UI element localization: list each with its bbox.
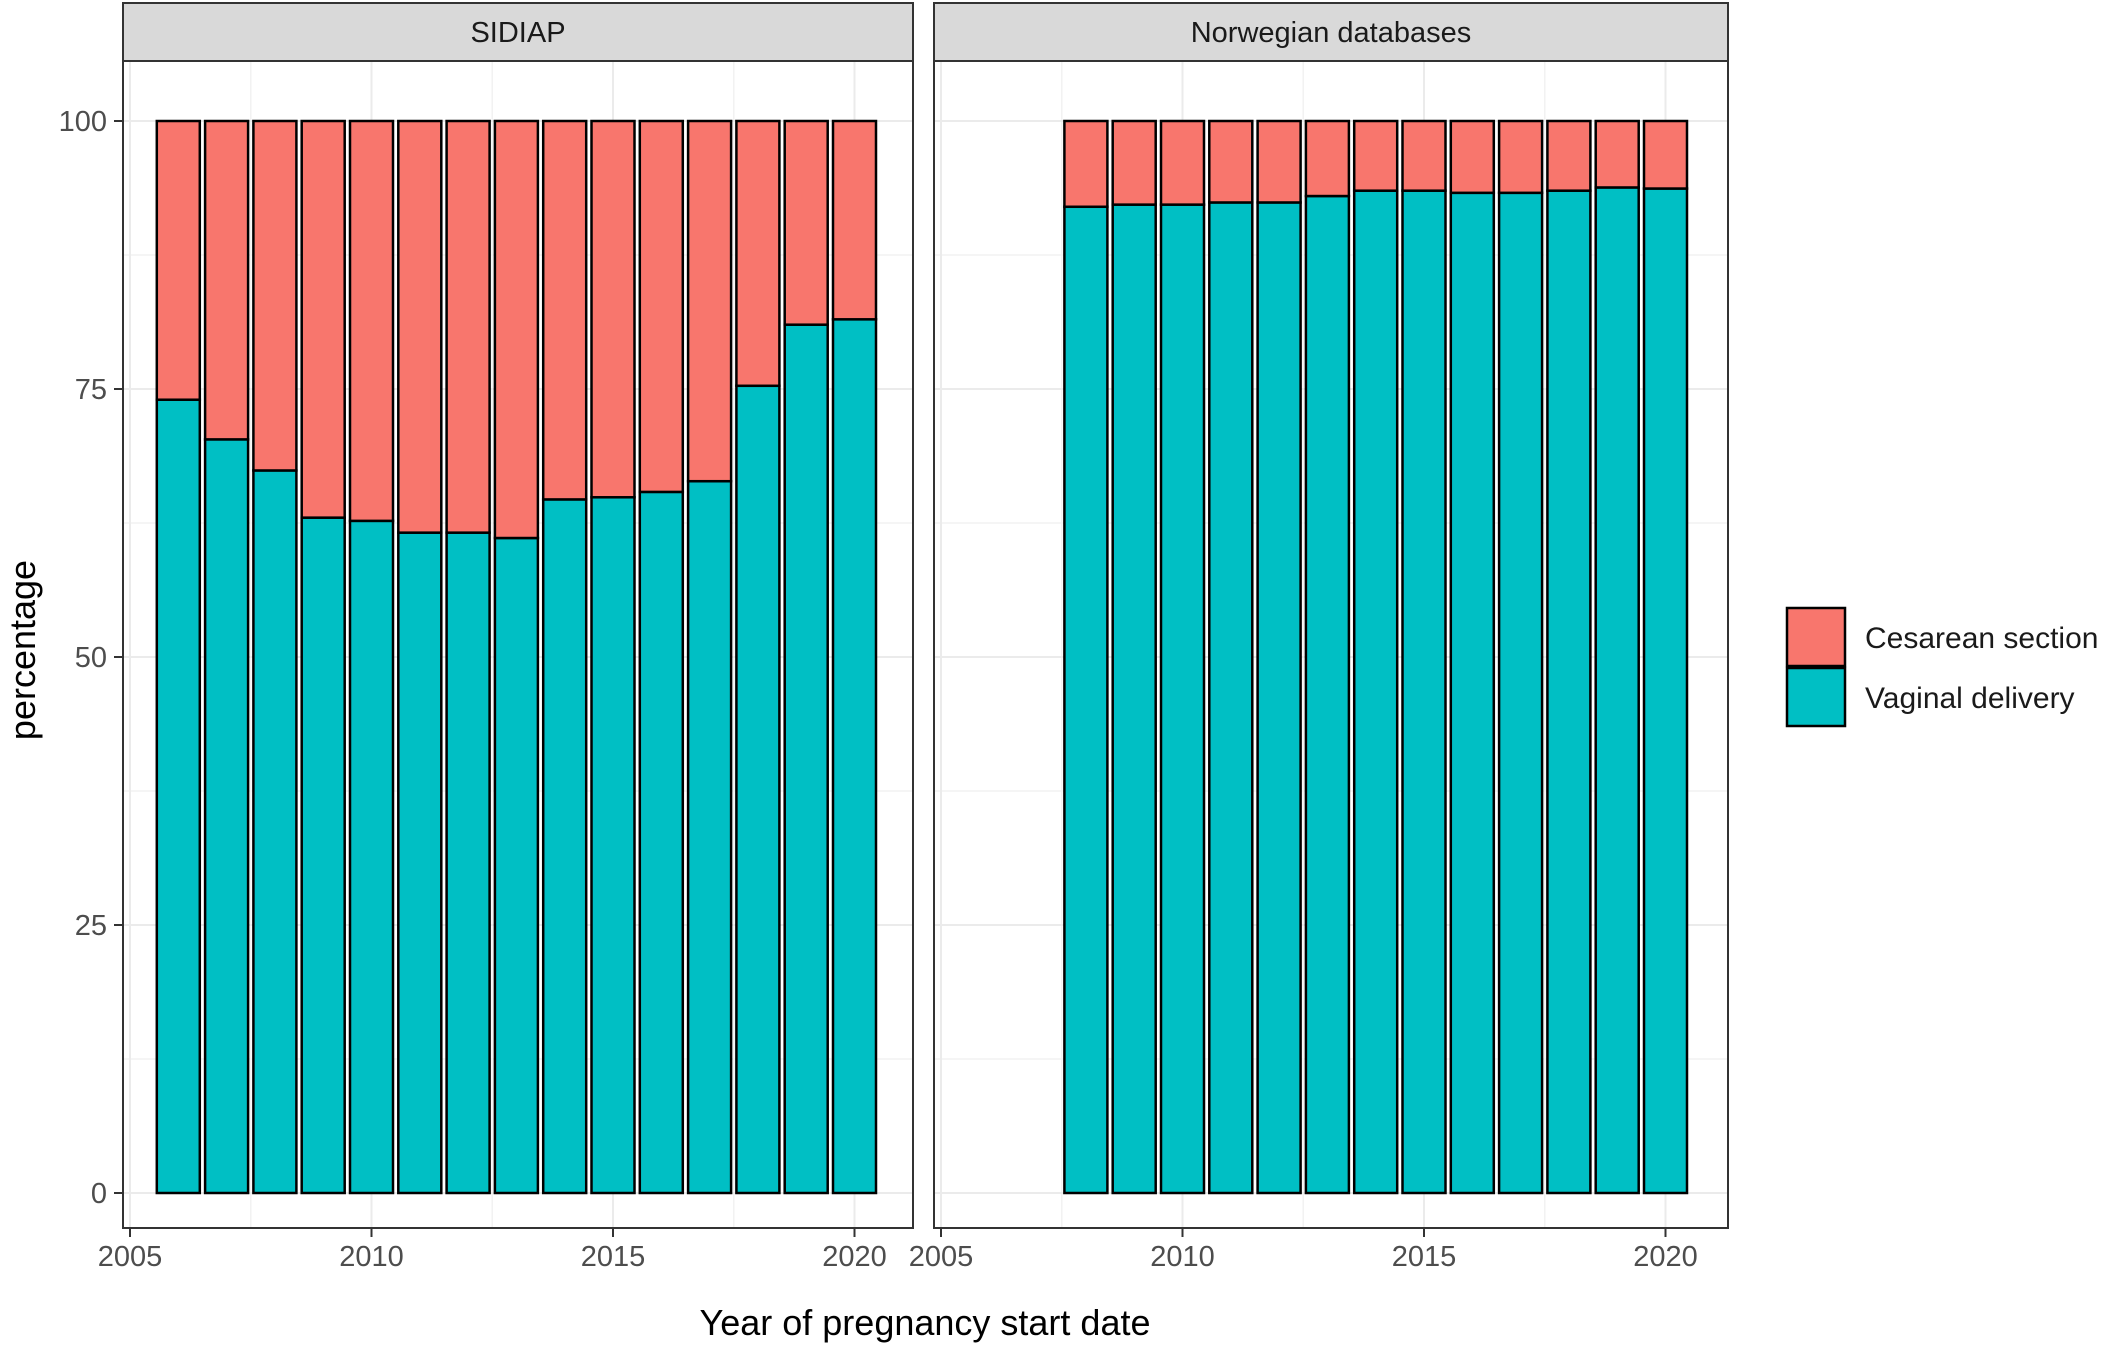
bar-vaginal-delivery — [1304, 194, 1351, 1195]
bar-vaginal-delivery — [638, 490, 685, 1195]
bar-vaginal-delivery — [1256, 201, 1302, 1195]
bar-cesarean-section — [1111, 119, 1157, 206]
bar-cesarean-section — [831, 119, 878, 321]
bar-cesarean-section — [1159, 119, 1206, 206]
y-tick-label: 100 — [59, 106, 107, 138]
bar-cesarean-section — [1304, 119, 1351, 198]
bar-cesarean-section — [1401, 119, 1447, 192]
bar-cesarean-section — [300, 119, 346, 519]
bar-vaginal-delivery — [831, 318, 878, 1195]
bar-cesarean-section — [590, 119, 636, 499]
bar-vaginal-delivery — [1642, 187, 1689, 1195]
bar-vaginal-delivery — [1546, 189, 1592, 1195]
bar-cesarean-section — [783, 119, 829, 326]
bar-cesarean-section — [541, 119, 588, 501]
bar-cesarean-section — [348, 119, 395, 523]
bar-vaginal-delivery — [590, 496, 636, 1195]
strip-label: Norwegian databases — [1191, 17, 1472, 49]
x-tick-label: 2015 — [581, 1241, 646, 1273]
bar-vaginal-delivery — [735, 384, 781, 1195]
bar-vaginal-delivery — [1111, 203, 1157, 1195]
bar-cesarean-section — [445, 119, 491, 534]
bar-vaginal-delivery — [300, 516, 346, 1195]
x-tick-label: 2015 — [1392, 1241, 1457, 1273]
x-tick-label: 2020 — [822, 1241, 887, 1273]
x-axis-title: Year of pregnancy start date — [700, 1302, 1151, 1343]
y-tick-label: 25 — [75, 910, 107, 942]
y-tick-label: 75 — [75, 374, 107, 406]
bar-cesarean-section — [638, 119, 685, 494]
legend-key — [1785, 606, 1847, 668]
x-tick-label: 2005 — [98, 1241, 163, 1273]
bar-vaginal-delivery — [1063, 205, 1109, 1195]
bar-vaginal-delivery — [686, 479, 733, 1195]
bar-cesarean-section — [493, 119, 540, 540]
bar-vaginal-delivery — [252, 469, 298, 1195]
bar-cesarean-section — [1497, 119, 1544, 195]
bar-vaginal-delivery — [155, 398, 202, 1195]
bar-cesarean-section — [1063, 119, 1109, 209]
bar-vaginal-delivery — [1352, 189, 1399, 1195]
bar-vaginal-delivery — [1159, 203, 1206, 1195]
bar-cesarean-section — [397, 119, 443, 534]
bar-vaginal-delivery — [348, 519, 395, 1195]
strip-label: SIDIAP — [470, 17, 565, 49]
bar-vaginal-delivery — [1497, 191, 1544, 1195]
y-tick-label: 50 — [75, 642, 107, 674]
bar-vaginal-delivery — [203, 438, 250, 1195]
bar-cesarean-section — [155, 119, 202, 401]
bar-cesarean-section — [252, 119, 298, 472]
bar-cesarean-section — [1256, 119, 1302, 204]
bar-cesarean-section — [1352, 119, 1399, 192]
x-tick-label: 2020 — [1633, 1241, 1698, 1273]
y-tick-label: 0 — [91, 1178, 107, 1210]
x-tick-label: 2010 — [1150, 1241, 1215, 1273]
legend-key — [1785, 666, 1847, 728]
strip-background — [122, 2, 914, 62]
legend-label: Vaginal delivery — [1865, 682, 2075, 715]
bar-vaginal-delivery — [541, 498, 588, 1195]
bar-vaginal-delivery — [445, 531, 491, 1195]
bar-cesarean-section — [1208, 119, 1254, 204]
bar-vaginal-delivery — [397, 531, 443, 1195]
bar-vaginal-delivery — [1449, 191, 1496, 1195]
bar-cesarean-section — [686, 119, 733, 483]
strip-background — [933, 2, 1729, 62]
y-axis-title: percentage — [2, 560, 43, 740]
bar-cesarean-section — [203, 119, 250, 441]
x-tick-label: 2005 — [909, 1241, 974, 1273]
bar-vaginal-delivery — [1401, 189, 1447, 1195]
bar-vaginal-delivery — [783, 323, 829, 1195]
bar-vaginal-delivery — [493, 536, 540, 1195]
bar-cesarean-section — [1594, 119, 1640, 189]
bar-vaginal-delivery — [1208, 201, 1254, 1195]
bar-cesarean-section — [1546, 119, 1592, 192]
x-tick-label: 2010 — [339, 1241, 404, 1273]
bar-vaginal-delivery — [1594, 186, 1640, 1195]
bar-cesarean-section — [1642, 119, 1689, 190]
bar-cesarean-section — [1449, 119, 1496, 195]
legend-label: Cesarean section — [1865, 622, 2098, 655]
bar-cesarean-section — [735, 119, 781, 388]
